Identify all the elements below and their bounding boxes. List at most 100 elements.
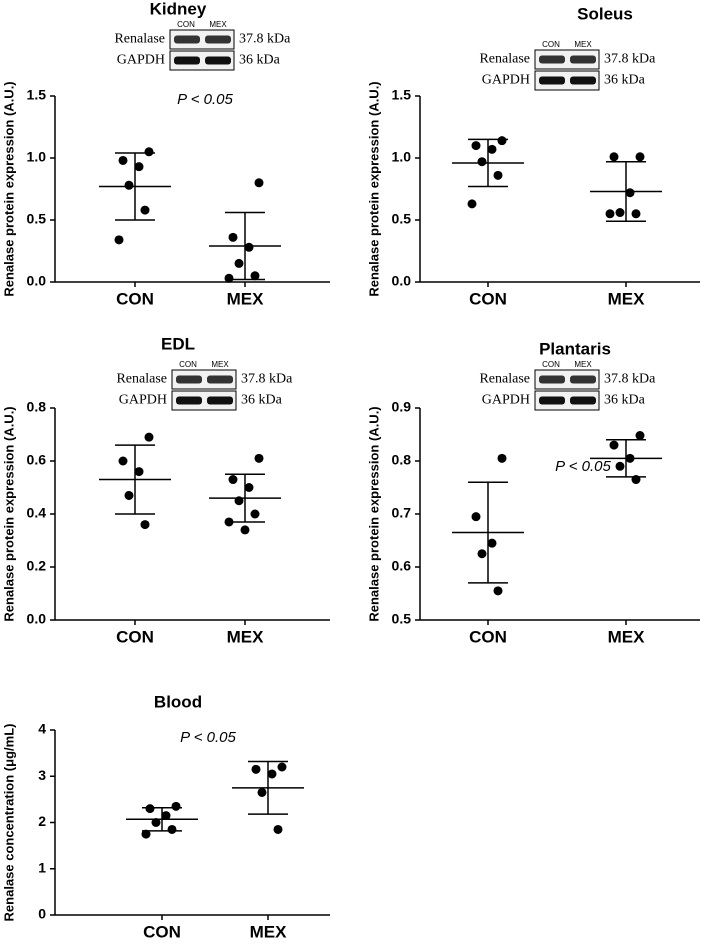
y-tick-label: 0.6 [392, 558, 412, 574]
data-point [114, 235, 124, 245]
lane-label: CON [179, 360, 197, 369]
data-point [244, 242, 254, 252]
blot-protein: GAPDH [482, 393, 530, 408]
data-point [625, 188, 635, 198]
chart-title: Blood [154, 692, 202, 711]
blot-size: 36 kDa [604, 393, 646, 408]
data-point [167, 824, 177, 834]
blot-frame [534, 369, 600, 390]
data-point [141, 829, 151, 839]
data-point [273, 824, 283, 834]
y-tick-label: 0.0 [392, 273, 412, 289]
chart-title: Soleus [577, 4, 633, 23]
y-tick-label: 1.0 [392, 149, 412, 165]
y-tick-label: 1.5 [392, 87, 412, 103]
y-tick-label: 1.0 [27, 149, 47, 165]
y-tick-label: 1 [38, 859, 46, 875]
data-point [224, 273, 234, 283]
blot-band [570, 55, 596, 64]
y-tick-label: 0.9 [392, 399, 412, 415]
lane-label: CON [542, 40, 560, 49]
y-tick-label: 0.5 [392, 211, 412, 227]
blot-frame [171, 369, 237, 390]
y-axis-label: Renalase concentration (μg/mL) [1, 724, 16, 922]
y-tick-label: 0.2 [27, 558, 47, 574]
y-axis-label: Renalase protein expression (A.U.) [1, 406, 16, 621]
data-point [609, 152, 619, 162]
x-tick-label: CON [116, 289, 154, 308]
y-tick-label: 1.5 [27, 87, 47, 103]
lane-label: MEX [211, 360, 229, 369]
blot-size: 37.8 kDa [604, 52, 656, 67]
blot-frame [169, 29, 235, 50]
blot-size: 37.8 kDa [241, 372, 293, 387]
data-point [487, 538, 497, 548]
blot-size: 36 kDa [604, 73, 646, 88]
data-point [631, 209, 641, 219]
p-value: P < 0.05 [555, 458, 611, 475]
blot-size: 37.8 kDa [604, 372, 656, 387]
chart-title: EDL [161, 334, 195, 353]
data-point [609, 440, 619, 450]
data-point [254, 453, 264, 463]
blot-band [205, 35, 231, 44]
lane-label: MEX [574, 40, 592, 49]
data-point [615, 208, 625, 218]
data-point [471, 512, 481, 522]
data-point [277, 762, 287, 772]
data-point [254, 178, 264, 188]
data-point [251, 764, 261, 774]
blot-band [176, 396, 202, 405]
y-tick-label: 0.5 [392, 611, 412, 627]
x-tick-label: CON [469, 289, 507, 308]
data-point [493, 586, 503, 596]
lane-label: CON [542, 360, 560, 369]
blot-protein: Renalase [479, 372, 530, 387]
blot-band [205, 56, 231, 65]
data-point [493, 170, 503, 180]
blot-band [539, 76, 565, 85]
x-tick-label: MEX [608, 289, 646, 308]
data-point [471, 141, 481, 151]
y-axis-label: Renalase protein expression (A.U.) [366, 81, 381, 296]
data-point [257, 787, 267, 797]
blot-protein: GAPDH [117, 53, 165, 68]
blot-frame [169, 50, 235, 71]
blot-protein: Renalase [479, 52, 530, 67]
blot-band [570, 396, 596, 405]
x-tick-label: MEX [227, 289, 265, 308]
blot-band [207, 396, 233, 405]
y-tick-label: 0.7 [392, 505, 412, 521]
data-point [477, 157, 487, 167]
chart-title: Kidney [150, 0, 207, 18]
blot-protein: GAPDH [482, 73, 530, 88]
blot-band [539, 396, 565, 405]
blot-band [174, 35, 200, 44]
data-point [145, 804, 155, 814]
y-tick-label: 0.0 [27, 273, 47, 289]
x-tick-label: CON [143, 922, 181, 941]
lane-label: CON [177, 20, 195, 29]
data-point [171, 801, 181, 811]
blot-band [176, 375, 202, 384]
data-point [605, 209, 615, 219]
data-point [267, 769, 277, 779]
data-point [124, 490, 134, 500]
data-point [140, 520, 150, 530]
data-point [497, 136, 507, 146]
y-axis-label: Renalase protein expression (A.U.) [366, 406, 381, 621]
blot-protein: GAPDH [119, 393, 167, 408]
y-tick-label: 0.8 [27, 399, 47, 415]
data-point [118, 155, 128, 165]
p-value: P < 0.05 [177, 91, 233, 108]
chart-title: Plantaris [539, 339, 611, 358]
data-point [615, 461, 625, 471]
blot-band [539, 55, 565, 64]
y-tick-label: 0.8 [392, 452, 412, 468]
blot-size: 37.8 kDa [239, 32, 291, 47]
data-point [477, 549, 487, 559]
lane-label: MEX [209, 20, 227, 29]
data-point [140, 205, 150, 215]
blot-size: 36 kDa [241, 393, 283, 408]
data-point [124, 180, 134, 190]
